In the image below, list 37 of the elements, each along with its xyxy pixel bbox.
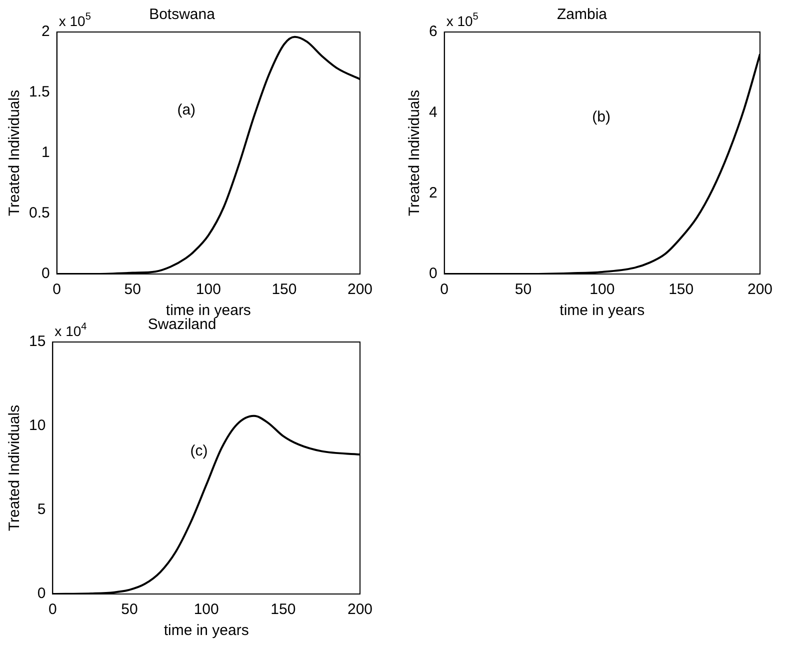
y-tick-label: 5	[37, 501, 46, 518]
x-tick-label: 150	[272, 281, 297, 298]
y-tick-label: 0	[37, 585, 46, 602]
x-tick-label: 0	[52, 281, 62, 298]
x-tick-label: 200	[347, 601, 373, 618]
x-tick-label: 0	[440, 281, 449, 298]
y-tick-label: 2	[42, 23, 50, 40]
chart-title: Botswana	[149, 6, 216, 24]
x-tick-label: 100	[194, 601, 219, 618]
x-tick-label: 50	[121, 601, 138, 618]
y-tick-label: 10	[28, 417, 46, 434]
x-axis-title: time in years	[560, 302, 645, 320]
y-axis-title: Treated Individuals	[6, 404, 24, 532]
y-tick-label: 2	[429, 184, 438, 202]
y-tick-label: 0	[429, 265, 438, 282]
y-tick-label: 6	[429, 23, 438, 40]
chart-title: Zambia	[556, 6, 608, 24]
x-tick-label: 100	[590, 281, 615, 298]
y-tick-label: 0	[42, 265, 50, 282]
x-tick-label: 200	[747, 281, 773, 298]
y-axis-title: Treated Individuals	[406, 90, 424, 216]
x-axis-title: time in years	[164, 622, 249, 640]
x-tick-label: 150	[668, 281, 694, 298]
annotation: (a)	[177, 101, 196, 118]
x-tick-label: 100	[196, 281, 221, 298]
y-tick-label: 1.5	[28, 84, 50, 101]
y-tick-label: 1	[42, 144, 50, 162]
x-tick-label: 150	[270, 601, 296, 618]
x-tick-label: 50	[514, 281, 532, 298]
y-tick-label: 15	[28, 333, 46, 350]
annotation: (c)	[190, 442, 208, 460]
x-tick-label: 50	[124, 281, 141, 298]
x-tick-label: 200	[347, 281, 373, 298]
y-tick-label: 4	[429, 104, 438, 121]
annotation: (b)	[592, 108, 611, 126]
y-axis-title: Treated Individuals	[6, 90, 24, 216]
y-tick-label: 0.5	[28, 204, 50, 222]
